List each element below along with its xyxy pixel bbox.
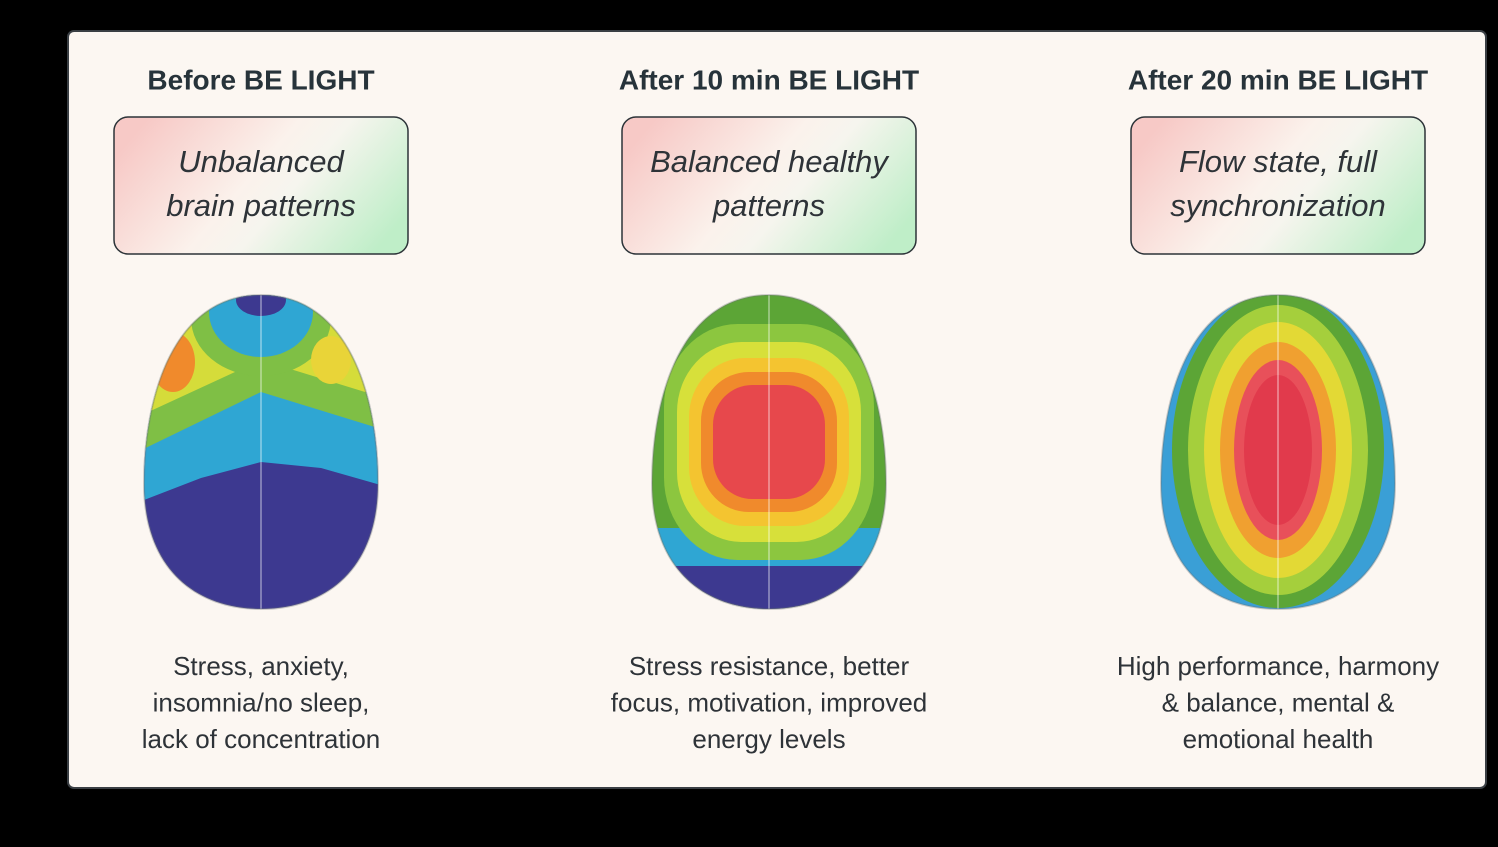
description: & balance, mental & (1162, 687, 1395, 717)
description: Stress resistance, better (629, 651, 910, 681)
brain-outline (142, 293, 380, 611)
badge-text: brain patterns (166, 188, 356, 223)
brain-map (1161, 295, 1395, 609)
brain-map (652, 295, 886, 609)
brain-outline (650, 293, 888, 611)
badge-text: Balanced healthy (650, 144, 890, 179)
badge-box (113, 116, 409, 255)
description: energy levels (692, 724, 845, 754)
description: Stress, anxiety, (173, 651, 349, 681)
brain-outline (1159, 293, 1397, 611)
description: High performance, harmony (1117, 651, 1439, 681)
column-title: After 20 min BE LIGHT (1128, 64, 1428, 95)
description: focus, motivation, improved (611, 687, 927, 717)
heat-zone (1244, 375, 1312, 525)
description: lack of concentration (142, 724, 380, 754)
badge-text: Flow state, full (1179, 144, 1378, 179)
heat-zone (311, 336, 351, 384)
description: insomnia/no sleep, (153, 687, 370, 717)
description: emotional health (1183, 724, 1374, 754)
badge-text: synchronization (1170, 188, 1385, 223)
column-title: Before BE LIGHT (147, 64, 374, 95)
badge-text: patterns (712, 188, 825, 223)
column-title: After 10 min BE LIGHT (619, 64, 919, 95)
badge-box (621, 116, 917, 255)
badge-text: Unbalanced (178, 144, 345, 179)
heat-zone (236, 295, 286, 316)
badge-box (1130, 116, 1426, 255)
heat-zone (713, 385, 825, 499)
